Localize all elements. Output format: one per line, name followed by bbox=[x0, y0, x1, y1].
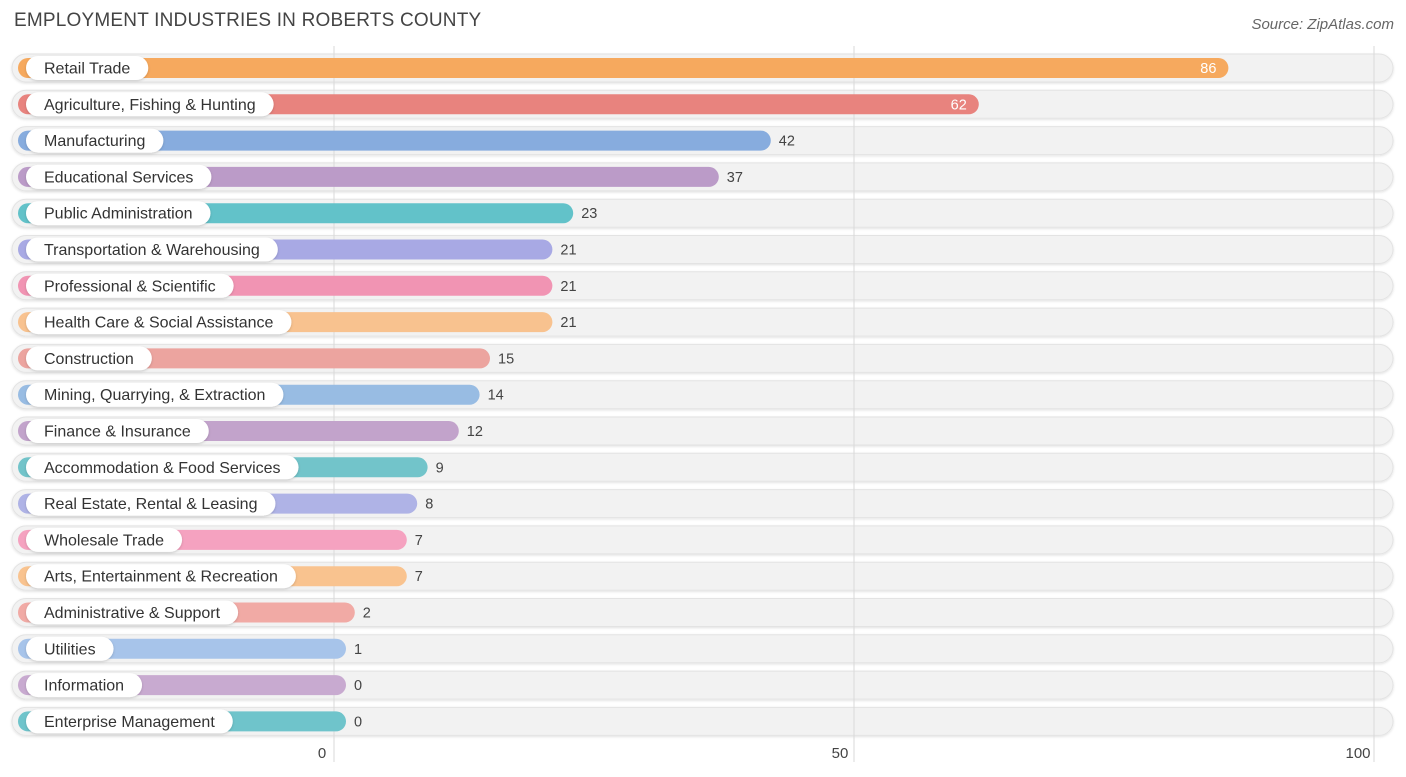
label-pill bbox=[26, 419, 209, 443]
value-label: 2 bbox=[363, 606, 371, 622]
category-label: Utilities bbox=[44, 641, 96, 658]
row-track bbox=[11, 706, 1394, 736]
x-tick-label: 0 bbox=[318, 745, 326, 762]
bar bbox=[18, 130, 771, 151]
value-label: 21 bbox=[560, 279, 576, 295]
value-label: 42 bbox=[779, 134, 795, 150]
label-pill bbox=[26, 56, 149, 80]
label-pill bbox=[26, 237, 278, 262]
label-pill bbox=[26, 709, 233, 734]
category-label: Arts, Entertainment & Recreation bbox=[44, 569, 278, 586]
label-pill bbox=[26, 600, 239, 625]
value-label: 7 bbox=[415, 569, 423, 585]
label-pill bbox=[26, 564, 296, 589]
bar bbox=[18, 58, 1229, 78]
label-pill bbox=[26, 673, 143, 698]
value-label: 21 bbox=[560, 243, 576, 259]
label-pill bbox=[26, 273, 234, 298]
value-label: 8 bbox=[425, 497, 433, 513]
category-label: Educational Services bbox=[44, 169, 193, 186]
value-label: 15 bbox=[498, 351, 514, 367]
label-pill bbox=[26, 92, 274, 117]
bars: Retail Trade 86 Agriculture, Fishing & Hun… bbox=[18, 56, 1229, 734]
category-label: Real Estate, Rental & Leasing bbox=[44, 496, 257, 513]
category-label: Manufacturing bbox=[44, 133, 145, 150]
label-pill bbox=[26, 491, 276, 516]
row-track bbox=[11, 670, 1394, 700]
value-label: 1 bbox=[354, 642, 362, 658]
row-track bbox=[11, 598, 1394, 627]
value-label: 12 bbox=[467, 424, 483, 440]
category-label: Health Care & Social Assistance bbox=[44, 315, 274, 332]
value-label: 0 bbox=[354, 678, 362, 694]
value-label: 23 bbox=[581, 206, 597, 222]
label-pill bbox=[26, 382, 284, 407]
x-tick-label: 50 bbox=[832, 745, 849, 762]
category-label: Enterprise Management bbox=[44, 714, 215, 731]
category-label: Public Administration bbox=[44, 206, 193, 223]
row-track bbox=[11, 634, 1394, 664]
category-label: Information bbox=[44, 678, 124, 695]
value-label: 62 bbox=[951, 97, 967, 113]
value-label: 7 bbox=[415, 533, 423, 549]
label-pill bbox=[26, 128, 164, 153]
label-pill bbox=[26, 636, 114, 661]
category-label: Accommodation & Food Services bbox=[44, 460, 281, 477]
category-label: Administrative & Support bbox=[44, 605, 221, 622]
value-label: 86 bbox=[1200, 61, 1216, 77]
value-label: 9 bbox=[436, 460, 444, 476]
category-label: Finance & Insurance bbox=[44, 424, 191, 441]
value-label: 0 bbox=[354, 714, 362, 730]
category-label: Agriculture, Fishing & Hunting bbox=[44, 97, 256, 114]
label-pill bbox=[26, 164, 212, 189]
category-label: Professional & Scientific bbox=[44, 278, 216, 295]
value-label: 14 bbox=[488, 388, 504, 404]
category-label: Mining, Quarrying, & Extraction bbox=[44, 387, 265, 404]
x-tick-label: 100 bbox=[1345, 745, 1370, 762]
label-pill bbox=[26, 201, 211, 226]
chart-title: EMPLOYMENT INDUSTRIES IN ROBERTS COUNTY bbox=[14, 10, 482, 31]
category-label: Retail Trade bbox=[44, 61, 130, 78]
category-label: Transportation & Warehousing bbox=[44, 242, 260, 259]
x-axis-ticks: 0 50 100 bbox=[318, 745, 1371, 762]
label-pill bbox=[26, 455, 299, 480]
category-label: Wholesale Trade bbox=[44, 532, 164, 549]
label-pill bbox=[26, 527, 183, 552]
value-label: 21 bbox=[560, 315, 576, 331]
category-label: Construction bbox=[44, 351, 134, 368]
label-pill bbox=[26, 346, 152, 371]
source-note: Source: ZipAtlas.com bbox=[1251, 16, 1394, 33]
value-label: 37 bbox=[727, 170, 743, 186]
label-pill bbox=[26, 310, 292, 335]
